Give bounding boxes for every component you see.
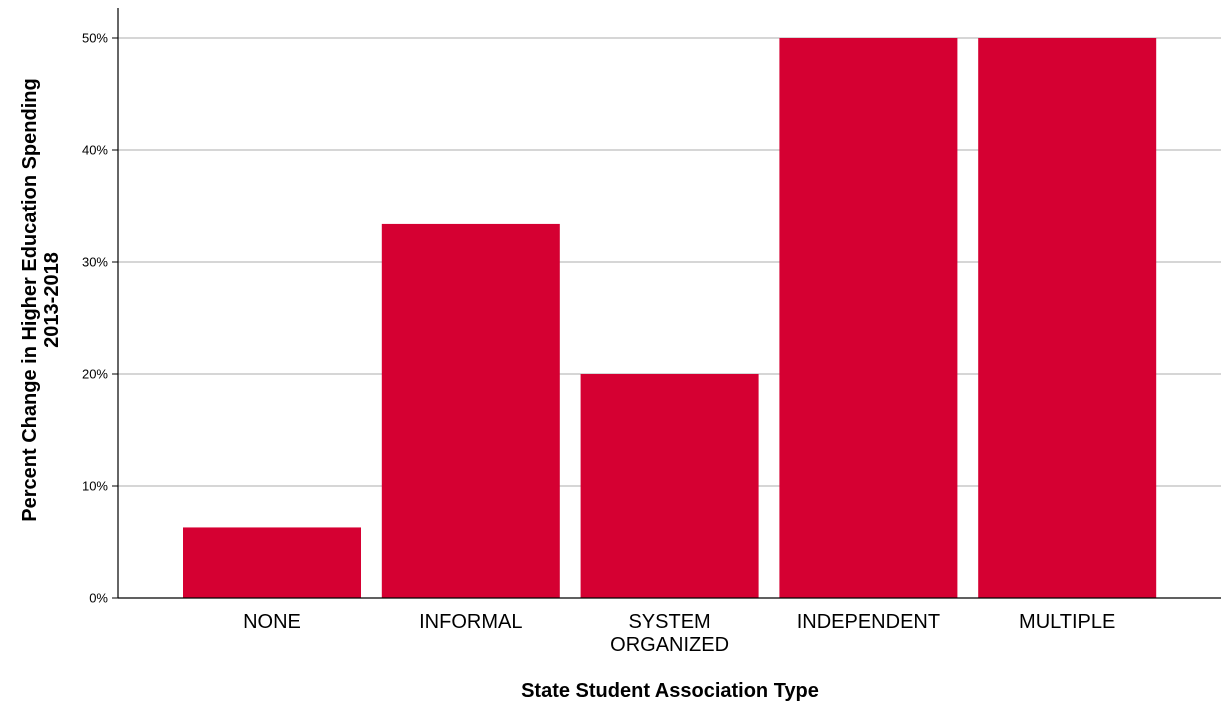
x-tick-label: SYSTEM bbox=[628, 611, 710, 633]
y-tick-label: 30% bbox=[82, 255, 108, 270]
x-tick-label: INFORMAL bbox=[419, 611, 522, 633]
bar bbox=[183, 527, 361, 598]
bar bbox=[779, 38, 958, 598]
y-tick-labels: 0% 10% 20% 30% 40% 50% bbox=[82, 31, 108, 606]
y-tick-label: 0% bbox=[89, 591, 108, 606]
x-tick-label: MULTIPLE bbox=[1019, 611, 1115, 633]
x-tick-label: INDEPENDENT bbox=[797, 611, 940, 633]
y-axis-title-line: Percent Change in Higher Education Spend… bbox=[19, 78, 41, 521]
y-tick-label: 50% bbox=[82, 31, 108, 46]
y-tick-label: 20% bbox=[82, 367, 108, 382]
x-tick-label: NONE bbox=[243, 611, 301, 633]
bar bbox=[580, 374, 759, 598]
x-tick-label: ORGANIZED bbox=[610, 634, 729, 656]
x-axis-title: State Student Association Type bbox=[521, 680, 819, 702]
y-axis-title: Percent Change in Higher Education Spend… bbox=[19, 78, 63, 521]
y-tick-label: 40% bbox=[82, 143, 108, 158]
bar bbox=[381, 223, 560, 599]
y-axis-title-line: 2013-2018 bbox=[41, 252, 63, 348]
axes bbox=[112, 8, 1221, 599]
bar bbox=[978, 38, 1157, 598]
y-tick-label: 10% bbox=[82, 479, 108, 494]
bars bbox=[183, 38, 1157, 599]
